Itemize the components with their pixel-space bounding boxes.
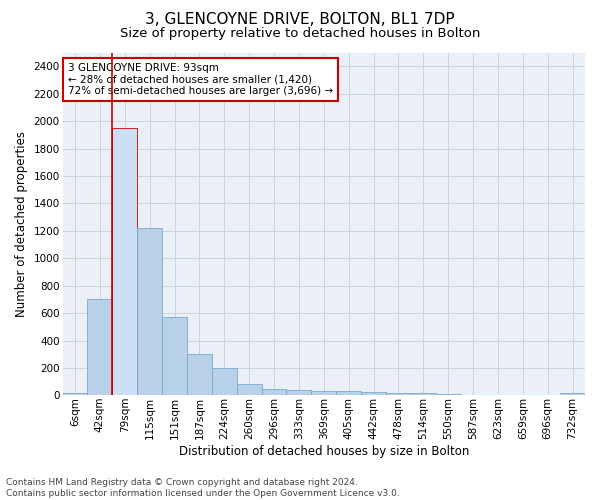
Bar [212, 368, 237, 396]
Bar [62, 394, 88, 396]
Bar [286, 390, 311, 396]
Bar [411, 393, 436, 396]
Bar [361, 392, 386, 396]
Text: 3 GLENCOYNE DRIVE: 93sqm
← 28% of detached houses are smaller (1,420)
72% of sem: 3 GLENCOYNE DRIVE: 93sqm ← 28% of detach… [68, 63, 333, 96]
Bar [311, 390, 336, 396]
Bar [88, 300, 112, 396]
Bar [137, 228, 162, 396]
Bar [112, 128, 137, 396]
Y-axis label: Number of detached properties: Number of detached properties [15, 131, 28, 317]
Bar [262, 390, 286, 396]
Bar [560, 393, 585, 396]
Text: 3, GLENCOYNE DRIVE, BOLTON, BL1 7DP: 3, GLENCOYNE DRIVE, BOLTON, BL1 7DP [145, 12, 455, 28]
Bar [386, 392, 411, 396]
Bar [436, 394, 461, 396]
Text: Contains HM Land Registry data © Crown copyright and database right 2024.
Contai: Contains HM Land Registry data © Crown c… [6, 478, 400, 498]
Bar [187, 354, 212, 396]
X-axis label: Distribution of detached houses by size in Bolton: Distribution of detached houses by size … [179, 444, 469, 458]
Bar [336, 392, 361, 396]
Bar [237, 384, 262, 396]
Text: Size of property relative to detached houses in Bolton: Size of property relative to detached ho… [120, 28, 480, 40]
Bar [162, 316, 187, 396]
